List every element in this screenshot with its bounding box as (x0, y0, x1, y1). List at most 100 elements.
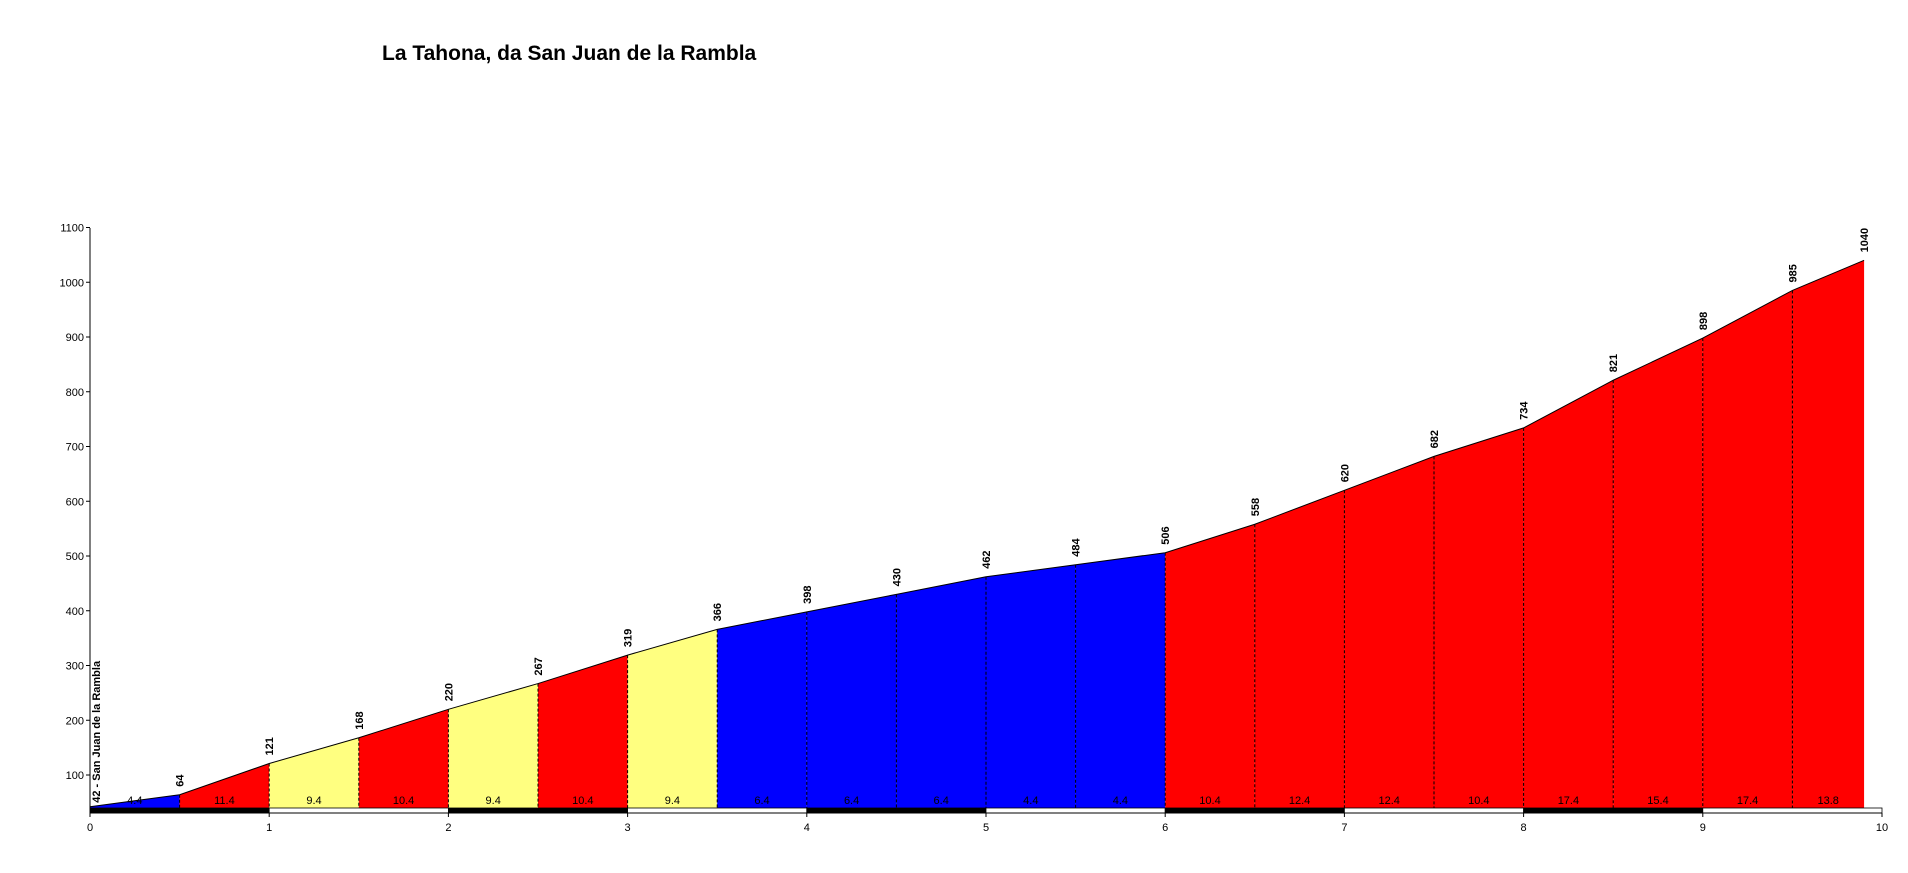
x-tick-label: 3 (625, 822, 631, 834)
gradient-label: 15.4 (1647, 795, 1668, 807)
y-tick-label: 300 (66, 661, 84, 673)
elevation-label: 398 (802, 585, 814, 603)
scale-bar-block (1523, 807, 1704, 814)
elevation-label: 506 (1160, 526, 1172, 544)
gradient-label: 6.4 (754, 795, 769, 807)
profile-segment (358, 709, 449, 808)
gradient-label: 6.4 (844, 795, 859, 807)
distance-scale-bar (89, 807, 1883, 814)
elevation-label: 121 (264, 737, 276, 755)
y-tick-label: 400 (66, 606, 84, 618)
elevation-labels: 64 121 168 220 267 319 366 398 430 462 484 506 558 62… (175, 228, 1871, 787)
elevation-label: 462 (981, 550, 993, 568)
elevation-label: 682 (1429, 430, 1441, 448)
elevation-label: 430 (891, 568, 903, 586)
elevation-label: 267 (533, 657, 545, 675)
gradient-label: 10.4 (572, 795, 593, 807)
y-tick-label: 200 (66, 715, 84, 727)
profile-segment (538, 655, 628, 808)
y-tick-label: 600 (66, 496, 84, 508)
profile-segment (1702, 290, 1793, 808)
axes: 100 200 300 400 500 600 700 800 900 1000 1100 0 1 2 3 4… (60, 223, 1889, 835)
gradient-label: 17.4 (1558, 795, 1579, 807)
x-tick-label: 1 (266, 822, 272, 834)
gradient-label: 9.4 (306, 795, 321, 807)
gradient-label: 12.4 (1289, 795, 1310, 807)
elevation-label: 620 (1339, 464, 1351, 482)
x-tick-label: 7 (1341, 822, 1347, 834)
profile-segment (1344, 456, 1434, 808)
profile-segment (179, 763, 270, 808)
scale-bar-block (627, 807, 808, 814)
gradient-label: 4.4 (127, 795, 142, 807)
profile-segment (1613, 338, 1703, 808)
scale-bar-block (1164, 807, 1345, 814)
elevation-label: 734 (1519, 401, 1531, 420)
profile-outline-line (89, 259, 1865, 808)
profile-segment (1254, 490, 1345, 808)
y-tick-label: 1100 (60, 223, 84, 235)
start-label: 42 - San Juan de la Rambla (91, 660, 103, 803)
x-tick-label: 0 (87, 822, 93, 834)
x-tick-label: 4 (804, 822, 810, 834)
profile-segment (717, 611, 807, 808)
gradient-label: 10.4 (1199, 795, 1220, 807)
elevation-label: 319 (623, 629, 635, 647)
y-tick-label: 900 (66, 332, 84, 344)
elevation-label: 985 (1787, 264, 1799, 282)
gradient-label: 10.4 (1468, 795, 1489, 807)
elevation-label: 898 (1698, 312, 1710, 330)
x-tick-label: 9 (1700, 822, 1706, 834)
gradient-label: 6.4 (934, 795, 949, 807)
gradient-label: 9.4 (486, 795, 501, 807)
y-tick-label: 100 (66, 770, 84, 782)
elevation-label: 366 (712, 603, 724, 621)
gradient-label: 12.4 (1378, 795, 1399, 807)
gradient-label: 4.4 (1113, 795, 1128, 807)
elevation-label: 1040 (1859, 228, 1871, 252)
elevation-label: 484 (1071, 538, 1083, 557)
start-label-group: 42 - San Juan de la Rambla (91, 660, 103, 803)
profile-segment (1792, 260, 1865, 809)
scale-bar-block (806, 807, 987, 814)
profile-segment (1075, 552, 1166, 808)
x-tick-label: 8 (1521, 822, 1527, 834)
y-tick-label: 1000 (60, 277, 84, 289)
profile-segment (896, 576, 986, 808)
profile-segment (1434, 427, 1524, 808)
profile-segments (90, 260, 1865, 809)
segment-dividers (179, 290, 1793, 808)
elevation-label: 558 (1250, 498, 1262, 516)
profile-outline (89, 259, 1865, 808)
x-tick-label: 2 (445, 822, 451, 834)
scale-bar-block (447, 807, 628, 814)
profile-segment (627, 629, 718, 808)
x-tick-label: 5 (983, 822, 989, 834)
elevation-label: 168 (354, 711, 366, 729)
x-tick-label: 6 (1162, 822, 1168, 834)
profile-segment (448, 683, 538, 808)
gradient-label: 11.4 (214, 795, 235, 807)
gradient-label: 10.4 (393, 795, 414, 807)
chart-title: La Tahona, da San Juan de la Rambla (382, 42, 757, 65)
profile-segment (1165, 524, 1255, 808)
scale-bar-block (268, 807, 449, 814)
y-tick-label: 700 (66, 442, 84, 454)
profile-segment (806, 594, 897, 808)
profile-segment (986, 564, 1076, 808)
y-tick-label: 800 (66, 387, 84, 399)
scale-bar-block (1344, 807, 1525, 814)
profile-segment (269, 737, 359, 808)
gradient-label: 13.8 (1818, 795, 1839, 807)
elevation-label: 821 (1608, 354, 1620, 372)
scale-bar-block (89, 807, 270, 814)
y-tick-label: 500 (66, 551, 84, 563)
elevation-label: 220 (443, 683, 455, 701)
elevation-label: 64 (175, 774, 187, 787)
profile-segment (1523, 380, 1614, 808)
scale-bar-block (985, 807, 1166, 814)
gradient-label: 9.4 (665, 795, 680, 807)
x-tick-label: 10 (1876, 822, 1888, 834)
scale-bar-block (1702, 807, 1883, 814)
